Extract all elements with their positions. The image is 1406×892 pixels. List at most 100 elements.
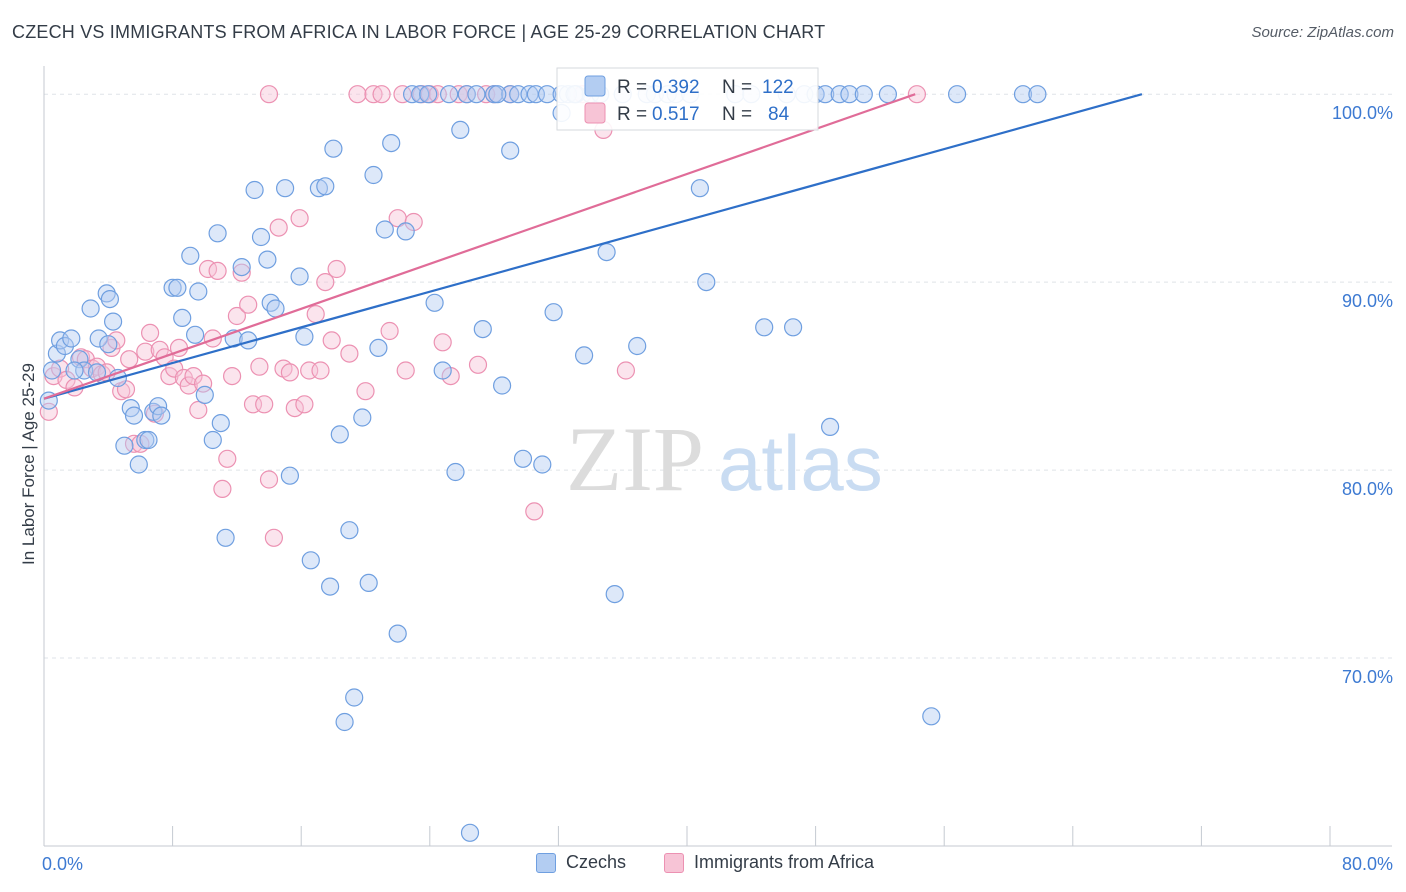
point-czechs (100, 290, 120, 309)
y-axis-label: In Labor Force | Age 25-29 (19, 363, 38, 565)
svg-text:R =: R = (617, 77, 647, 98)
legend-swatch-africa (664, 852, 684, 873)
trend-line-africa (43, 93, 916, 400)
legend-africa-n: 84 (768, 104, 790, 125)
point-czechs (97, 284, 116, 303)
point-czechs (353, 408, 372, 427)
point-czechs (396, 222, 415, 241)
x-tick-label: 0.0% (42, 854, 83, 874)
point-africa (372, 85, 391, 104)
point-africa (311, 361, 330, 380)
trend-lines (43, 93, 1143, 400)
legend-label-czechs: Czechs (566, 852, 627, 872)
point-africa (218, 449, 237, 468)
point-africa (290, 209, 309, 228)
point-africa (179, 376, 198, 395)
stats-legend: R = 0.392 N = 122 R = 0.517 N = 84 (556, 67, 819, 131)
point-africa (295, 395, 314, 414)
point-africa (525, 502, 544, 521)
y-tick-label: 90.0% (1342, 291, 1393, 311)
series-legend: Czechs Immigrants from Africa (0, 852, 1406, 878)
point-czechs (840, 85, 859, 104)
point-africa (223, 367, 242, 386)
point-africa (189, 400, 208, 420)
point-czechs (81, 299, 100, 318)
svg-text:N =: N = (722, 77, 752, 98)
point-czechs (335, 712, 354, 732)
data-points (39, 85, 1047, 842)
point-czechs (783, 318, 803, 337)
point-africa (316, 273, 335, 292)
point-czechs (124, 406, 144, 425)
point-africa (285, 399, 304, 418)
point-czechs (493, 376, 512, 395)
point-czechs (316, 177, 335, 196)
point-czechs (446, 462, 465, 482)
chart-source: Source: ZipAtlas.com (1251, 24, 1394, 41)
point-africa (306, 305, 325, 324)
point-czechs (878, 85, 898, 104)
point-czechs (628, 336, 647, 356)
point-czechs (189, 282, 208, 301)
point-czechs (163, 278, 182, 297)
point-africa (250, 357, 269, 376)
point-czechs (605, 584, 624, 604)
point-africa (194, 374, 213, 393)
point-africa (255, 395, 274, 414)
legend-czechs-swatch (584, 75, 606, 97)
point-czechs (697, 273, 716, 292)
watermark-atlas: atlas (718, 419, 883, 507)
tick-labels: 70.0% 80.0% 90.0% 100.0% 0.0% 80.0% (42, 103, 1393, 874)
legend-item-czechs[interactable]: Czechs (536, 852, 626, 873)
point-czechs (388, 624, 407, 643)
point-czechs (62, 329, 81, 348)
point-czechs (755, 318, 774, 337)
legend-item-africa[interactable]: Immigrants from Africa (664, 852, 874, 873)
point-czechs (433, 361, 452, 380)
point-czechs (359, 573, 378, 593)
point-czechs (181, 246, 200, 265)
point-czechs (258, 250, 277, 269)
point-africa (259, 470, 279, 489)
point-czechs (544, 303, 563, 322)
point-czechs (245, 180, 264, 200)
point-czechs (451, 120, 470, 139)
point-czechs (321, 577, 340, 596)
legend-label-africa: Immigrants from Africa (694, 852, 875, 872)
point-africa (227, 306, 246, 326)
point-africa (396, 361, 415, 380)
point-czechs (513, 449, 533, 468)
point-czechs (261, 293, 280, 312)
point-czechs (364, 165, 383, 185)
point-czechs (425, 293, 444, 312)
point-czechs (186, 325, 205, 344)
point-africa (340, 344, 359, 363)
point-czechs (266, 299, 285, 318)
point-africa (380, 321, 399, 341)
point-africa (269, 218, 288, 237)
point-czechs (375, 220, 394, 239)
point-czechs (139, 430, 158, 450)
point-czechs (280, 466, 299, 485)
legend-czechs-n: 122 (762, 77, 794, 98)
point-czechs (440, 85, 459, 104)
point-czechs (301, 551, 320, 570)
point-czechs (290, 267, 309, 286)
point-africa (468, 355, 488, 374)
point-czechs (324, 139, 343, 158)
point-africa (120, 350, 139, 369)
point-africa (203, 329, 222, 348)
point-africa (433, 333, 452, 352)
point-czechs (460, 823, 480, 842)
point-czechs (457, 85, 476, 104)
point-czechs (55, 336, 75, 356)
y-tick-label: 100.0% (1332, 103, 1393, 123)
point-africa (280, 363, 299, 382)
point-czechs (473, 320, 492, 339)
point-africa (136, 342, 155, 361)
point-czechs (195, 385, 214, 404)
point-czechs (467, 85, 486, 104)
point-czechs (168, 278, 187, 297)
point-czechs (129, 455, 148, 474)
